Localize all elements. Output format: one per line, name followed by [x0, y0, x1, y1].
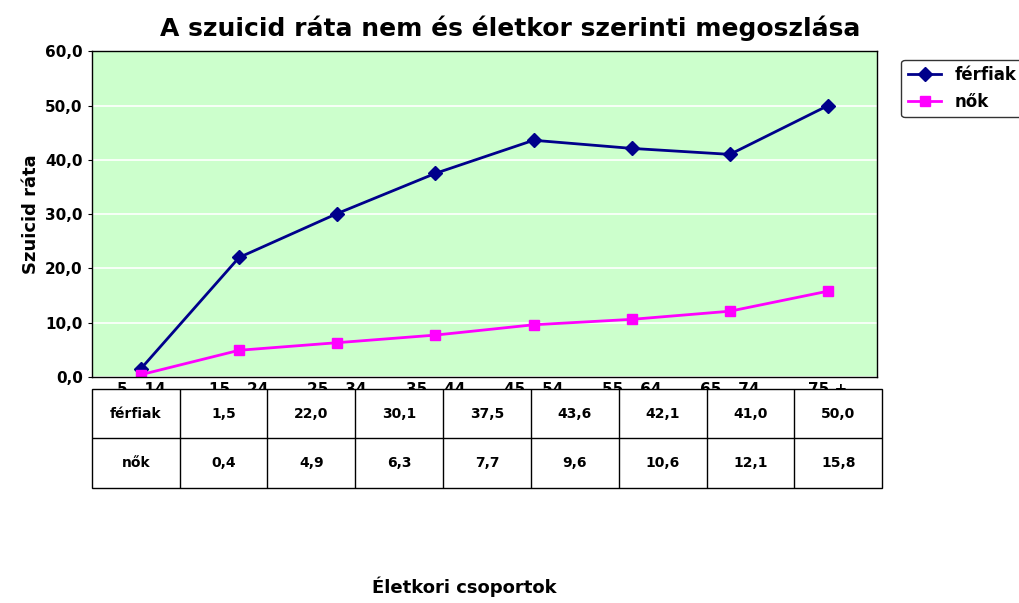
Text: 1,5: 1,5: [211, 406, 235, 421]
férfiak: [429, 170, 441, 177]
Legend: férfiak, nők: férfiak, nők: [901, 60, 1019, 117]
Text: 9,6: 9,6: [562, 456, 587, 470]
férfiak: [331, 210, 343, 217]
Text: 0,4: 0,4: [211, 456, 235, 470]
nők: [429, 332, 441, 339]
Line: nők: nők: [136, 286, 833, 379]
Text: 42,1: 42,1: [645, 406, 680, 421]
Text: 22,0: 22,0: [293, 406, 328, 421]
Text: 12,1: 12,1: [733, 456, 767, 470]
férfiak: [821, 102, 834, 109]
nők: [331, 339, 343, 346]
férfiak: [723, 151, 736, 158]
Text: 15,8: 15,8: [820, 456, 855, 470]
férfiak: [135, 365, 147, 372]
nők: [821, 288, 834, 295]
Text: 30,1: 30,1: [382, 406, 416, 421]
nők: [232, 347, 245, 354]
Text: 6,3: 6,3: [386, 456, 411, 470]
Text: Életkori csoportok: Életkori csoportok: [371, 576, 556, 597]
Text: 37,5: 37,5: [470, 406, 503, 421]
nők: [135, 371, 147, 378]
férfiak: [232, 254, 245, 261]
nők: [625, 316, 637, 323]
Text: 10,6: 10,6: [645, 456, 680, 470]
Text: 41,0: 41,0: [733, 406, 767, 421]
Text: 4,9: 4,9: [299, 456, 323, 470]
Text: 7,7: 7,7: [474, 456, 499, 470]
Text: férfiak: férfiak: [110, 406, 161, 421]
férfiak: [625, 145, 637, 152]
Text: 50,0: 50,0: [820, 406, 855, 421]
férfiak: [527, 137, 539, 144]
Y-axis label: Szuicid ráta: Szuicid ráta: [21, 154, 40, 274]
Line: férfiak: férfiak: [136, 101, 833, 374]
nők: [723, 308, 736, 315]
Text: 43,6: 43,6: [557, 406, 591, 421]
Text: A szuicid ráta nem és életkor szerinti megoszlása: A szuicid ráta nem és életkor szerinti m…: [160, 15, 859, 40]
Text: nők: nők: [121, 456, 150, 470]
nők: [527, 321, 539, 329]
